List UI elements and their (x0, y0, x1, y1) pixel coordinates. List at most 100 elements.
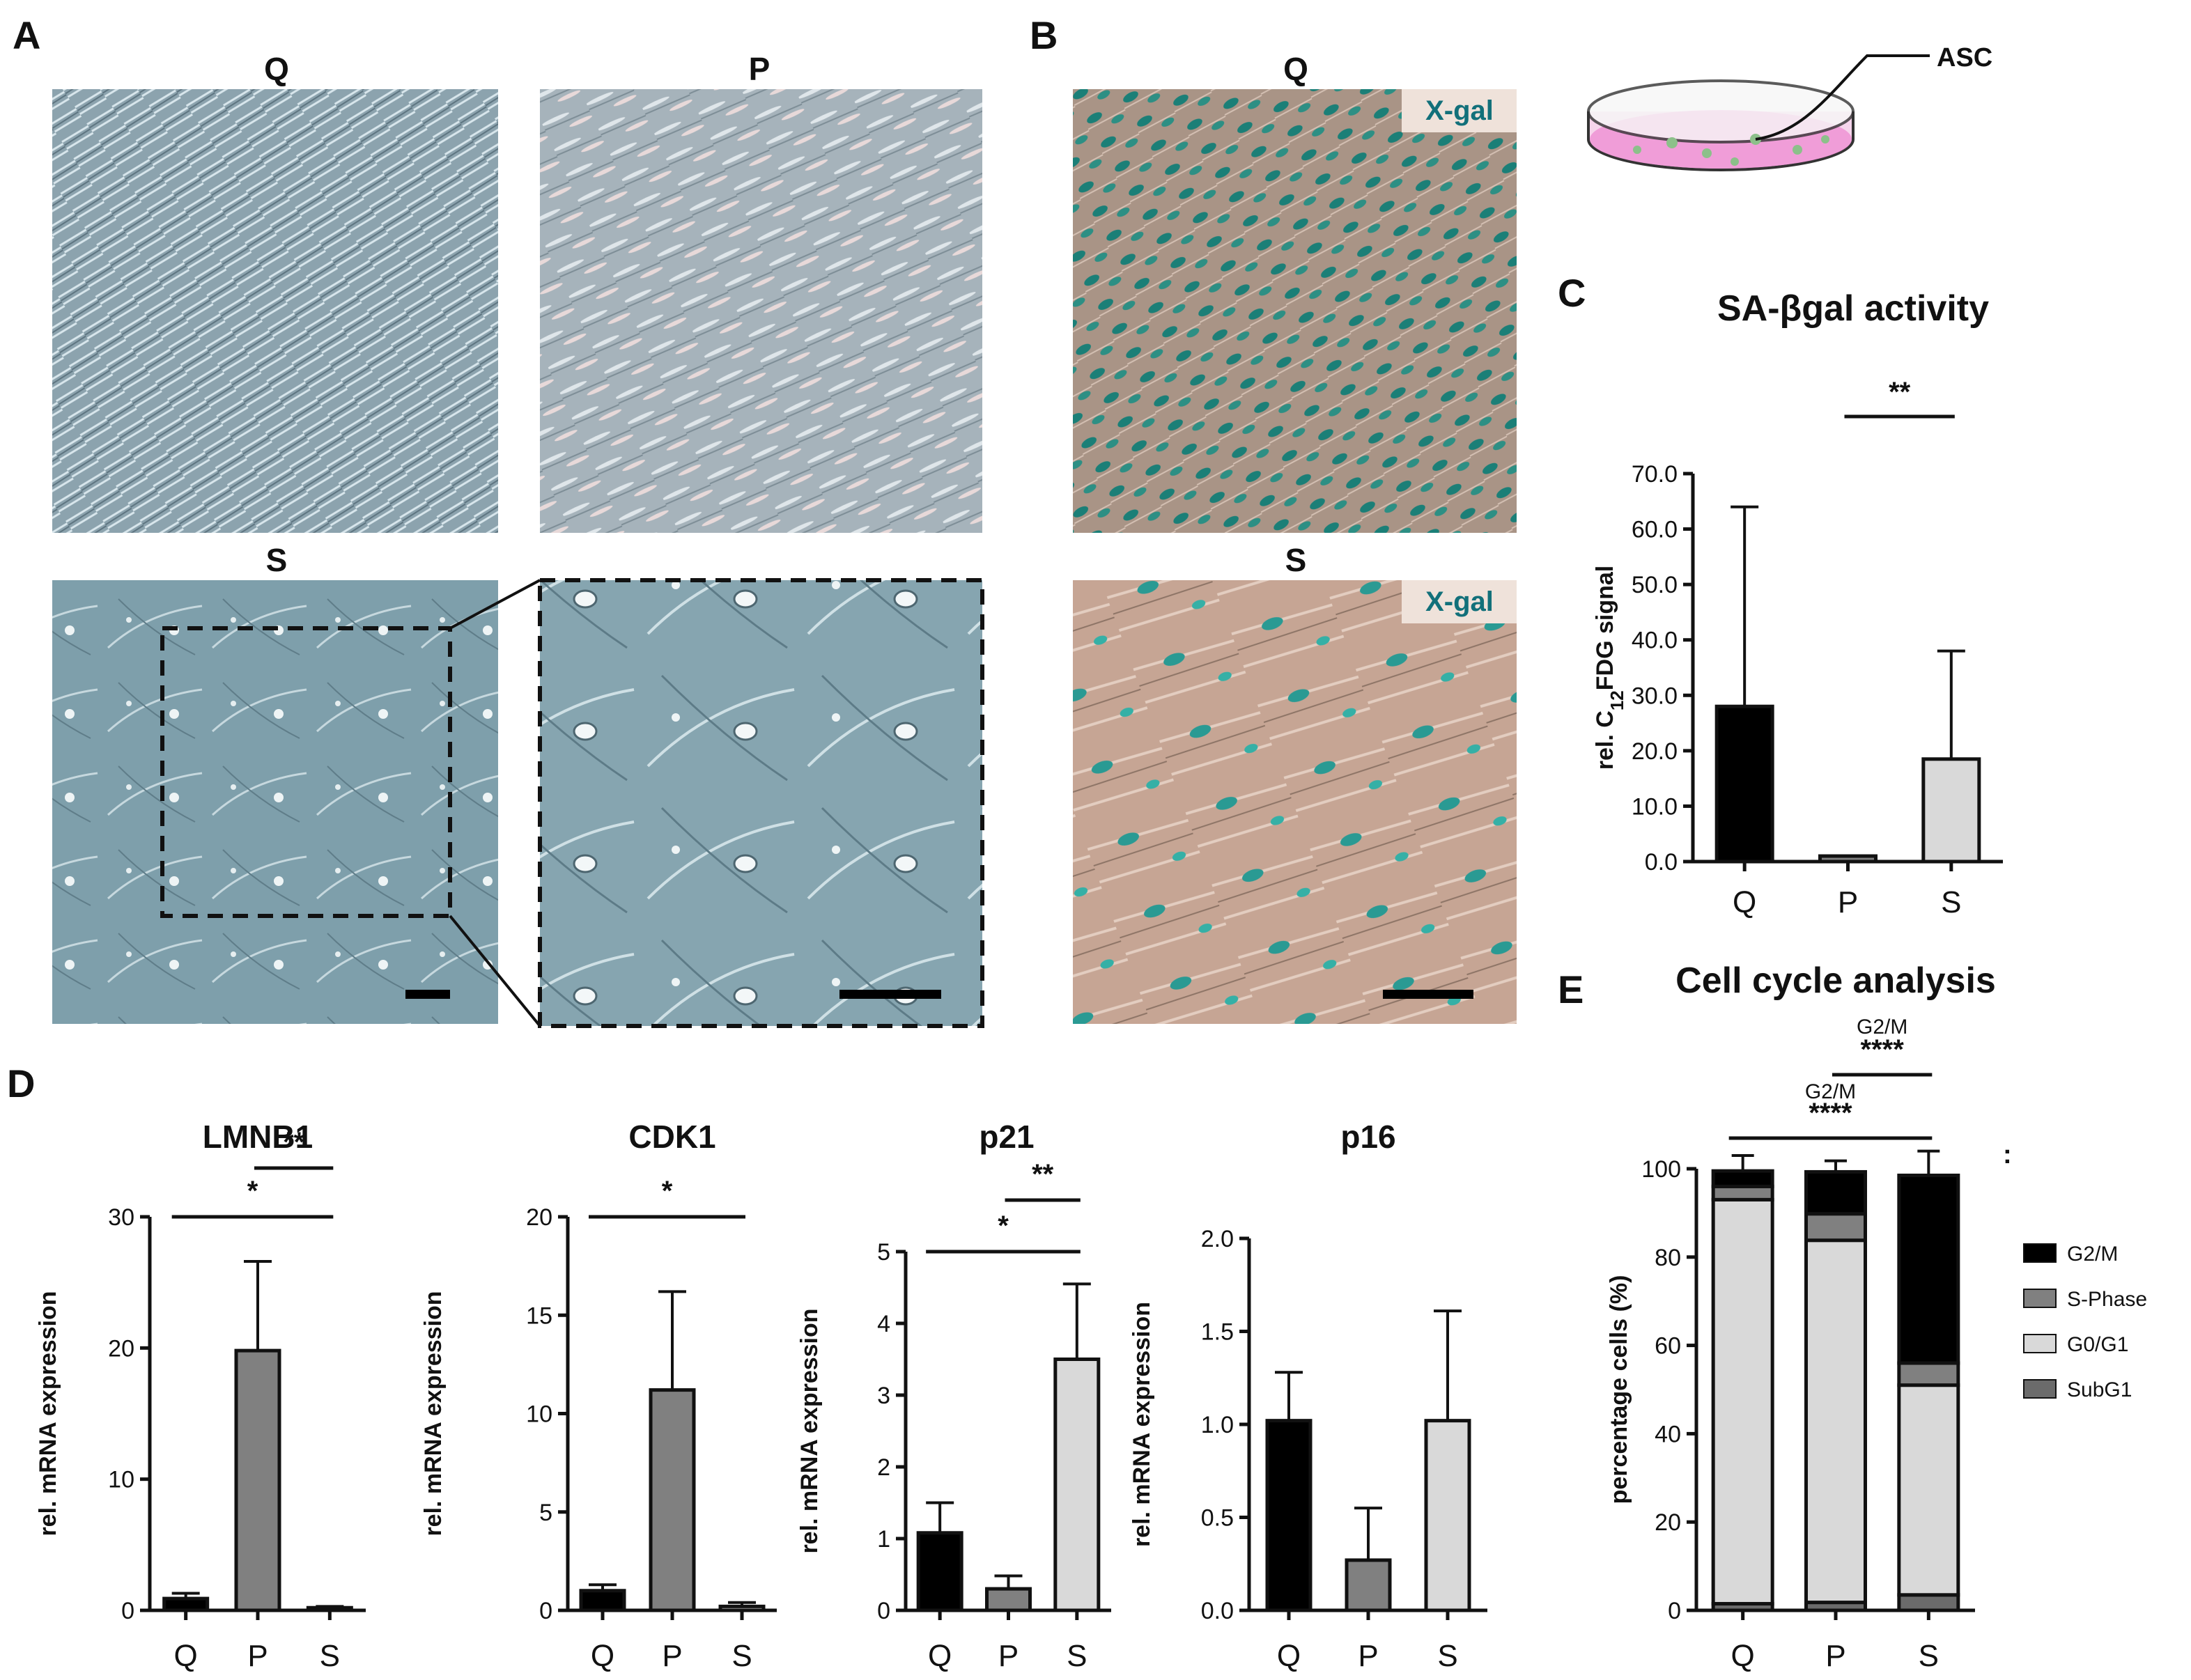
chart-c-title: SA-βgal activity (1717, 288, 1989, 329)
chart-e-segment-s-phase (1711, 1184, 1774, 1201)
chart-e-segment-s-phase (1897, 1361, 1960, 1387)
micrograph-quiescent (52, 89, 498, 533)
chart-d3-ytick-label: 5 (877, 1239, 890, 1266)
chart-e-ytick-label: 60 (1655, 1333, 1681, 1360)
chart-e-segment-subg1 (1897, 1593, 1960, 1612)
chart-d2-category-label: Q (591, 1639, 614, 1673)
zoom-connector-top (449, 579, 541, 630)
chart-d2-bar (649, 1388, 696, 1612)
chart-d3-significance-label: ** (1032, 1159, 1054, 1190)
micrograph-senescent (52, 580, 498, 1024)
chart-c-ytick-label: 30.0 (1632, 683, 1678, 709)
panel-b-label: B (1030, 13, 1058, 57)
micrograph-proliferating (540, 89, 982, 533)
chart-d2-bar (579, 1589, 626, 1612)
chart-e-title: Cell cycle analysis (1675, 960, 1996, 1001)
chart-d2-ylabel: rel. mRNA expression (420, 1291, 447, 1536)
chart-e-legend-swatch (2023, 1379, 2057, 1399)
chart-e-legend-swatch (2023, 1243, 2057, 1263)
chart-d1-bar (162, 1596, 210, 1612)
panel-b-q-title: Q (1283, 51, 1308, 87)
dish-label: ASC (1937, 43, 1992, 72)
chart-d3-category-label: Q (928, 1639, 952, 1673)
chart-d2-ytick-label: 0 (539, 1598, 552, 1624)
chart-d1-significance-label: * (247, 1176, 258, 1206)
chart-d1-ytick-label: 20 (108, 1335, 134, 1362)
chart-d1-significance-label: ** (283, 1127, 305, 1158)
chart-e-ytick-label: 20 (1655, 1509, 1681, 1536)
chart-c-bar (1818, 854, 1878, 864)
chart-e-segment-s-phase (1804, 1212, 1867, 1243)
panel-c-label: C (1558, 271, 1586, 315)
xgal-badge-s-bg (1402, 580, 1517, 623)
chart-d2-significance-label: * (662, 1176, 673, 1206)
chart-d4-title: p16 (1340, 1119, 1395, 1155)
chart-e-legend-label: G2/M (2067, 1243, 2118, 1266)
chart-d4-ytick-label: 1.5 (1201, 1319, 1234, 1346)
chart-d4-bar (1265, 1419, 1313, 1612)
chart-d3-ytick-label: 3 (877, 1383, 890, 1409)
chart-d3-ytick-label: 2 (877, 1454, 890, 1481)
chart-e-legend-label: S-Phase (2067, 1288, 2147, 1311)
chart-c-bar (1714, 704, 1774, 864)
chart-e-ytick-label: 0 (1668, 1598, 1681, 1624)
chart-d3-bar (1053, 1358, 1101, 1612)
chart-e-significance-sublabel: G2/M (1805, 1080, 1856, 1103)
chart-e-category-label: P (1825, 1639, 1845, 1673)
chart-e-significance-label: **** (1861, 1034, 1905, 1065)
chart-e-significance-label: **** (1809, 1098, 1852, 1128)
chart-c-ytick-label: 10.0 (1632, 793, 1678, 820)
chart-d1-ytick-label: 30 (108, 1204, 134, 1231)
chart-e-segment-g2-m (1897, 1174, 1960, 1365)
panel-a-q-title: Q (264, 51, 289, 87)
xgal-quiescent (1073, 89, 1517, 533)
chart-e-ylabel: percentage cells (%) (1606, 1275, 1632, 1504)
chart-c-ytick-label: 20.0 (1632, 738, 1678, 765)
chart-d1-category-label: Q (174, 1639, 198, 1673)
chart-e-significance-sublabel: G2/M (1857, 1016, 1907, 1039)
chart-e-legend-swatch (2023, 1334, 2057, 1353)
scale-bar-xgal (1383, 990, 1473, 999)
chart-d2-title: CDK1 (628, 1119, 715, 1155)
chart-d2-category-label: S (731, 1639, 752, 1673)
micrograph-senescent-zoom (538, 578, 984, 1028)
xgal-badge-q-bg (1402, 89, 1517, 132)
chart-c-ytick-label: 40.0 (1632, 628, 1678, 654)
chart-d4-ytick-label: 0.5 (1201, 1505, 1234, 1532)
zoom-connector-bottom (449, 915, 541, 1027)
chart-d3-bar (916, 1531, 963, 1612)
chart-e-legend-label: SubG1 (2067, 1378, 2132, 1401)
xgal-badge-s: X-gal (1425, 586, 1494, 617)
petri-dish-icon (1587, 54, 1930, 171)
chart-d2-ytick-label: 5 (539, 1500, 552, 1526)
chart-e-segment-g0-g1 (1804, 1238, 1867, 1605)
chart-c-significance-label: ** (1889, 377, 1911, 407)
chart-d3-bar (985, 1587, 1032, 1612)
chart-d4-category-label: P (1358, 1639, 1378, 1673)
chart-d1-ytick-label: 0 (121, 1598, 134, 1624)
chart-d1-category-label: P (247, 1639, 268, 1673)
chart-d2-ytick-label: 15 (526, 1302, 552, 1329)
chart-c-ylabel: rel. C12FDG signal (1592, 566, 1627, 770)
chart-d3-significance-label: * (998, 1211, 1009, 1241)
panel-b-s-title: S (1285, 542, 1307, 578)
panel-a-label: A (13, 13, 40, 57)
chart-d2-bar (718, 1604, 766, 1612)
chart-c-ytick-label: 60.0 (1632, 517, 1678, 543)
chart-d4-ytick-label: 1.0 (1201, 1412, 1234, 1438)
chart-e-legend-label: G0/G1 (2067, 1333, 2128, 1356)
chart-e-segment-g2-m (1711, 1169, 1774, 1188)
chart-c-category-label: Q (1733, 885, 1756, 919)
chart-d1-category-label: S (320, 1639, 340, 1673)
chart-c-category-label: P (1838, 885, 1858, 919)
chart-c-ytick-label: 70.0 (1632, 461, 1678, 488)
chart-d3-title: p21 (979, 1119, 1034, 1155)
chart-d3-ylabel: rel. mRNA expression (796, 1308, 823, 1553)
chart-e-ytick-label: 100 (1641, 1156, 1681, 1183)
stray-mark: : (2003, 1140, 2012, 1169)
chart-d1-bar (306, 1605, 353, 1612)
chart-c-bar (1921, 757, 1981, 864)
chart-d1-bar (234, 1348, 281, 1612)
chart-e-category-label: Q (1731, 1639, 1755, 1673)
